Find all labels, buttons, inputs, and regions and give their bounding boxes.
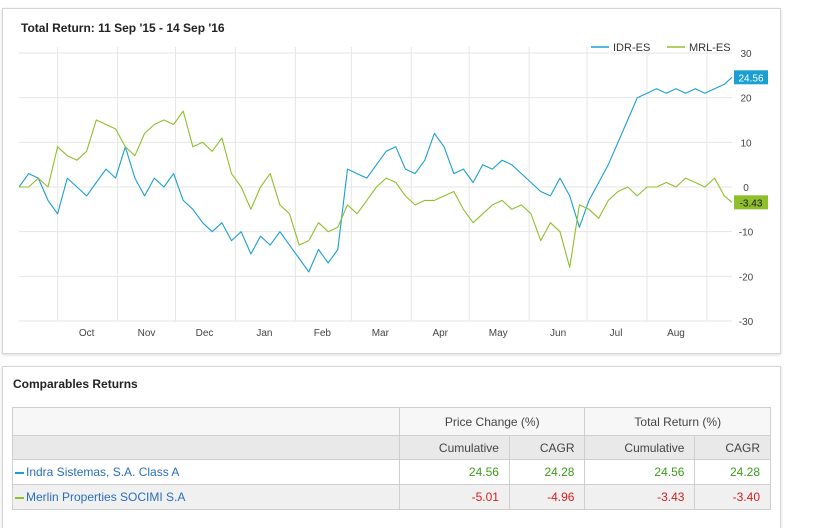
x-tick-label: May	[489, 328, 508, 339]
x-tick-label: Apr	[432, 328, 448, 339]
x-tick-label: Aug	[667, 328, 685, 339]
x-tick-label: Jun	[550, 328, 566, 339]
badge-label: 24.56	[738, 73, 763, 84]
legend-label: IDR-ES	[613, 42, 650, 54]
subheader-blank	[12, 435, 400, 460]
value-cell: 24.28	[508, 459, 586, 485]
y-tick-label: -30	[739, 317, 754, 328]
value-cell: 24.56	[399, 459, 510, 485]
chart-panel: Total Return: 11 Sep '15 - 14 Sep '16 30…	[2, 8, 781, 354]
last-value-badge-idr-es: 24.56	[734, 70, 768, 85]
x-tick-label: Dec	[196, 328, 214, 339]
value-cell: -4.96	[508, 484, 586, 510]
value-cell: -3.40	[694, 484, 771, 510]
name-header-blank	[12, 407, 400, 436]
company-link[interactable]: Merlin Properties SOCIMI S.A	[26, 490, 186, 504]
y-tick-label: 0	[743, 183, 749, 194]
subheader-price-cumulative: Cumulative	[399, 435, 510, 460]
value-cell: 24.56	[584, 459, 696, 485]
value-cell: 24.28	[694, 459, 771, 485]
series-color-swatch	[15, 471, 24, 474]
y-tick-label: 10	[740, 138, 752, 149]
comparables-table: Price Change (%) Total Return (%) Cumula…	[12, 407, 771, 510]
x-tick-label: Mar	[372, 328, 390, 339]
comparables-panel: Comparables Returns Price Change (%) Tot…	[2, 366, 781, 528]
series-line-mrl-es	[19, 110, 733, 268]
value-cell: -5.01	[399, 484, 510, 510]
badge-background	[734, 195, 768, 210]
series-line-idr-es	[18, 76, 733, 273]
x-tick-label: Jan	[256, 328, 272, 339]
x-tick-label: Nov	[138, 328, 156, 339]
last-value-badge-mrl-es: -3.43	[734, 195, 768, 210]
company-name-cell[interactable]: Indra Sistemas, S.A. Class A	[12, 459, 400, 485]
y-tick-label: 20	[740, 94, 752, 105]
table-row: Merlin Properties SOCIMI S.A -5.01 -4.96…	[12, 484, 771, 510]
legend-label: MRL-ES	[689, 42, 731, 54]
badge-background	[734, 70, 768, 85]
x-tick-label: Jul	[610, 328, 623, 339]
y-tick-label: -10	[739, 228, 754, 239]
comparables-title: Comparables Returns	[13, 377, 138, 391]
y-tick-label: 30	[740, 49, 752, 60]
total-return-header: Total Return (%)	[584, 407, 771, 436]
company-link[interactable]: Indra Sistemas, S.A. Class A	[26, 465, 180, 479]
y-tick-label: -20	[739, 272, 754, 283]
x-tick-label: Oct	[79, 328, 95, 339]
x-tick-label: Feb	[314, 328, 332, 339]
chart-title: Total Return: 11 Sep '15 - 14 Sep '16	[21, 21, 225, 35]
table-row: Indra Sistemas, S.A. Class A 24.56 24.28…	[12, 459, 771, 485]
series-color-swatch	[15, 496, 24, 499]
company-name-cell[interactable]: Merlin Properties SOCIMI S.A	[12, 484, 400, 510]
subheader-total-cagr: CAGR	[694, 435, 771, 460]
subheader-price-cagr: CAGR	[508, 435, 586, 460]
subheader-total-cumulative: Cumulative	[584, 435, 696, 460]
value-cell: -3.43	[584, 484, 696, 510]
price-change-header: Price Change (%)	[398, 407, 586, 436]
badge-label: -3.43	[740, 198, 763, 209]
total-return-chart: 30 20 10 0 -10 -20 -30 Oct Nov Dec Jan Feb Mar Apr May…	[18, 42, 768, 339]
